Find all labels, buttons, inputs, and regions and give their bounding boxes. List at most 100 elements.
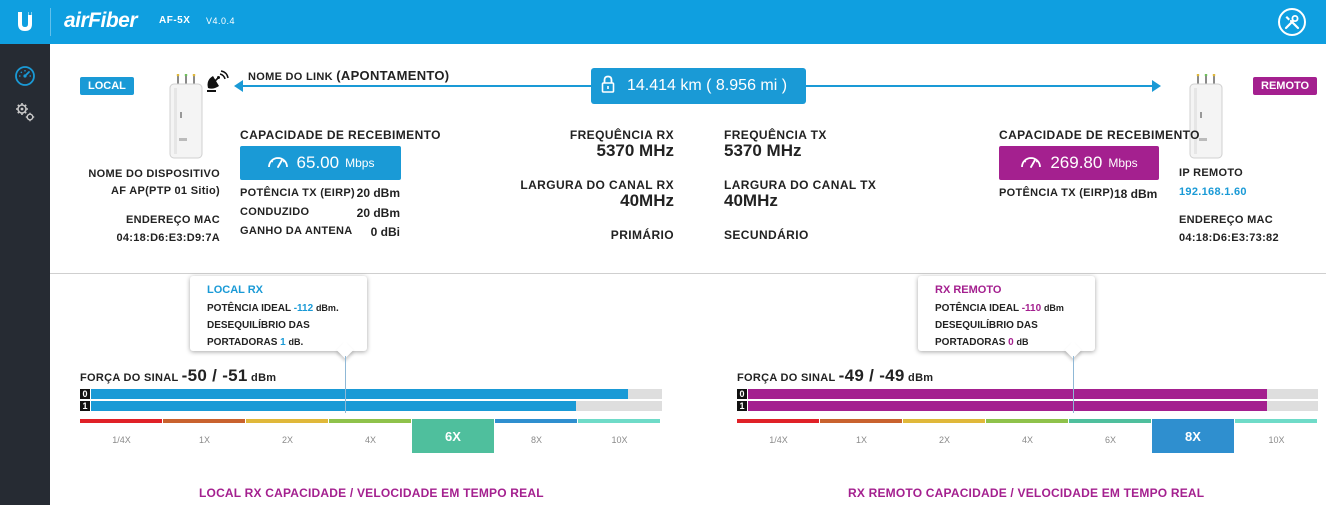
local-scale-segment xyxy=(495,419,577,423)
signal-value: -50 / -51 xyxy=(181,366,248,385)
imbalance-unit: dB xyxy=(288,337,301,347)
remote-rx-tooltip-title: RX REMOTO xyxy=(935,284,1002,296)
local-rx-footer-title: LOCAL RX CAPACIDADE / VELOCIDADE EM TEMP… xyxy=(199,486,544,500)
imbalance-unit: dB xyxy=(1016,337,1029,347)
local-active-rate: 6X xyxy=(412,419,494,453)
remote-active-rate: 8X xyxy=(1152,419,1234,453)
local-mac-label: ENDEREÇO MAC xyxy=(125,214,220,226)
remote-tx-power-label: POTÊNCIA TX (EIRP) xyxy=(999,187,1114,199)
signal-value: -49 / -49 xyxy=(838,366,905,385)
remote-scale-segment xyxy=(903,419,985,423)
local-capacity-unit: Mbps xyxy=(345,156,375,170)
tools-icon[interactable] xyxy=(1278,8,1306,36)
local-scale-segment xyxy=(329,419,411,423)
device-model: AF-5X xyxy=(159,15,191,26)
remote-capacity-label: CAPACIDADE DE RECEBIMENTO xyxy=(999,128,1200,142)
remote-scale-segment xyxy=(986,419,1068,423)
header-divider xyxy=(50,8,51,36)
local-rx-tooltip-title: LOCAL RX xyxy=(207,284,264,296)
ideal-power-unit: dBm xyxy=(1043,303,1064,313)
local-scale-label: 4X xyxy=(364,435,376,445)
remote-capacity-box: 269.80 Mbps xyxy=(999,146,1159,180)
ubiquiti-logo-icon[interactable] xyxy=(0,0,50,44)
remote-mac: 04:18:D6:E3:73:82 xyxy=(1179,232,1279,244)
local-ideal-marker xyxy=(345,356,346,413)
remote-tag: REMOTO xyxy=(1253,77,1318,95)
ideal-power-suffix: . xyxy=(335,303,339,314)
section-divider xyxy=(50,273,1326,274)
local-scale-segment xyxy=(163,419,245,423)
local-scale-segment xyxy=(578,419,660,423)
remote-scale-segment xyxy=(737,419,819,423)
ideal-power-label: POTÊNCIA IDEAL xyxy=(207,303,291,314)
remote-scale-segment xyxy=(820,419,902,423)
remote-ip-link[interactable]: 192.168.1.60 xyxy=(1179,186,1247,198)
tx-frequency-label: FREQUÊNCIA TX xyxy=(724,128,827,142)
remote-scale-label: 6X xyxy=(1104,435,1116,445)
remote-rx-imbalance-line1: DESEQUILÍBRIO DAS xyxy=(935,320,1038,331)
top-bar: airFiber AF-5X V4.0.4 xyxy=(0,0,1326,44)
local-capacity-box: 65.00 Mbps xyxy=(240,146,401,180)
imbalance-value: 1 xyxy=(280,337,286,348)
signal-unit: dBm xyxy=(908,372,934,384)
local-device-name-label: NOME DO DISPOSITIVO xyxy=(88,168,220,180)
link-distance-badge: 14.414 km ( 8.956 mi ) xyxy=(591,68,806,104)
chain-1-label: 1 xyxy=(80,401,90,411)
local-scale-segment xyxy=(246,419,328,423)
local-scale-label: 2X xyxy=(281,435,293,445)
remote-capacity-value: 269.80 xyxy=(1050,153,1103,172)
remote-mac-label: ENDEREÇO MAC xyxy=(1179,214,1274,226)
remote-chain-1-bar xyxy=(748,401,1318,411)
remote-scale-label: 1/4X xyxy=(769,435,788,445)
local-device-image xyxy=(166,73,206,165)
rx-frequency: 5370 MHz xyxy=(596,141,674,160)
ideal-power-unit: dBm xyxy=(315,303,336,313)
remote-ip-label: IP REMOTO xyxy=(1179,167,1244,179)
link-distance: 14.414 km ( 8.956 mi ) xyxy=(627,77,788,94)
imbalance-label: PORTADORAS xyxy=(935,337,1006,348)
firmware-version: V4.0.4 xyxy=(206,16,236,26)
remote-scale-label: 2X xyxy=(938,435,950,445)
rx-channel-width: 40MHz xyxy=(620,191,674,210)
lock-icon xyxy=(601,75,615,98)
remote-tx-power: 18 dBm xyxy=(1114,187,1158,201)
local-chain-0-bar xyxy=(91,389,662,399)
tx-channel-width-label: LARGURA DO CANAL TX xyxy=(724,178,877,192)
link-arrow-left xyxy=(234,80,243,92)
gears-icon[interactable] xyxy=(13,100,37,124)
imbalance-suffix: . xyxy=(300,337,304,348)
local-scale-segment xyxy=(80,419,162,423)
local-scale-label: 1X xyxy=(198,435,210,445)
local-antenna-gain: 0 dBi xyxy=(370,225,400,239)
local-rx-tooltip: LOCAL RX POTÊNCIA IDEAL -112 dBm. DESEQU… xyxy=(190,276,367,359)
local-device-name: AF AP(PTP 01 Sitio) xyxy=(111,185,220,197)
local-scale-label: 10X xyxy=(611,435,628,445)
speedometer-icon[interactable] xyxy=(13,64,37,88)
tx-channel-width: 40MHz xyxy=(724,191,778,210)
tx-frequency: 5370 MHz xyxy=(724,141,802,160)
local-chain-0-fill xyxy=(91,389,628,399)
remote-scale-segment xyxy=(1069,419,1151,423)
chain-1-label: 1 xyxy=(737,401,747,411)
remote-chain-0-fill xyxy=(748,389,1267,399)
local-rx-imbalance-line1: DESEQUILÍBRIO DAS xyxy=(207,320,310,331)
ideal-power-value: -110 xyxy=(1021,303,1042,314)
local-tx-power: 20 dBm xyxy=(356,186,400,200)
remote-rx-imbalance-line2: PORTADORAS 0 dB xyxy=(935,334,1095,351)
signal-unit: dBm xyxy=(251,372,277,384)
satellite-dish-icon xyxy=(204,70,230,97)
local-rx-imbalance-line2: PORTADORAS 1 dB. xyxy=(207,334,367,351)
link-name-value: (APONTAMENTO) xyxy=(336,68,450,83)
gauge-icon xyxy=(267,153,289,173)
link-name-label: NOME DO LINK xyxy=(248,71,333,83)
remote-rx-tooltip: RX REMOTO POTÊNCIA IDEAL -110 dBm DESEQU… xyxy=(918,276,1095,359)
remote-scale-label: 10X xyxy=(1268,435,1285,445)
remote-capacity-unit: Mbps xyxy=(1108,156,1138,170)
remote-rx-footer-title: RX REMOTO CAPACIDADE / VELOCIDADE EM TEM… xyxy=(848,486,1205,500)
local-scale-label: 8X xyxy=(530,435,542,445)
remote-chain-0-bar xyxy=(748,389,1318,399)
imbalance-value: 0 xyxy=(1008,337,1014,348)
ideal-power-label: POTÊNCIA IDEAL xyxy=(935,303,1019,314)
local-tx-power-label: POTÊNCIA TX (EIRP) xyxy=(240,187,355,199)
local-signal-strength: FORÇA DO SINAL -50 / -51 dBm xyxy=(80,366,276,386)
